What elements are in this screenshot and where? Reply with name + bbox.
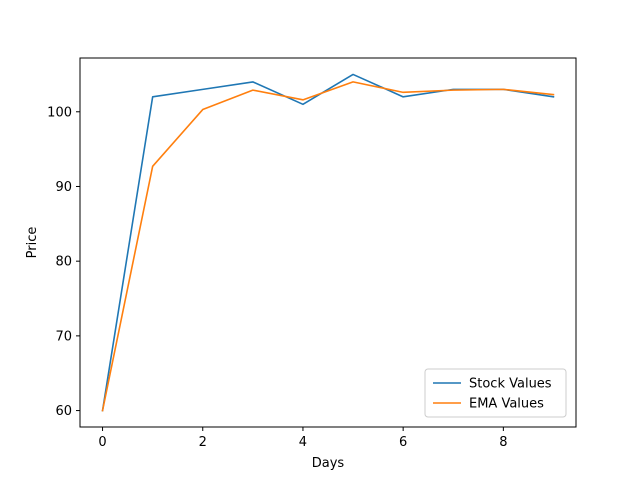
legend-box bbox=[424, 368, 567, 418]
x-tick-label: 4 bbox=[299, 435, 307, 450]
y-tick-label: 90 bbox=[55, 180, 72, 195]
x-axis-ticks: 0 2 4 6 8 bbox=[98, 427, 507, 450]
series-line-2 bbox=[101, 81, 555, 412]
plot-frame bbox=[79, 57, 577, 428]
legend-entry-label: EMA Values bbox=[469, 397, 544, 412]
x-tick-label: 0 bbox=[98, 435, 106, 450]
y-axis-label: Price bbox=[25, 227, 40, 259]
legend-entry-label: Stock Values bbox=[469, 377, 552, 392]
y-tick-label: 100 bbox=[47, 105, 72, 120]
y-tick-label: 60 bbox=[55, 404, 72, 419]
y-axis-ticks: 60 70 80 90 100 bbox=[47, 105, 80, 419]
y-tick-label: 70 bbox=[55, 329, 72, 344]
x-tick-label: 8 bbox=[499, 435, 507, 450]
y-tick-label: 80 bbox=[55, 255, 72, 270]
x-tick-label: 2 bbox=[199, 435, 207, 450]
legend: Stock Values EMA Values bbox=[424, 368, 567, 418]
x-tick-label: 6 bbox=[399, 435, 407, 450]
x-axis-label: Days bbox=[312, 456, 345, 471]
plot-lines bbox=[101, 73, 555, 412]
